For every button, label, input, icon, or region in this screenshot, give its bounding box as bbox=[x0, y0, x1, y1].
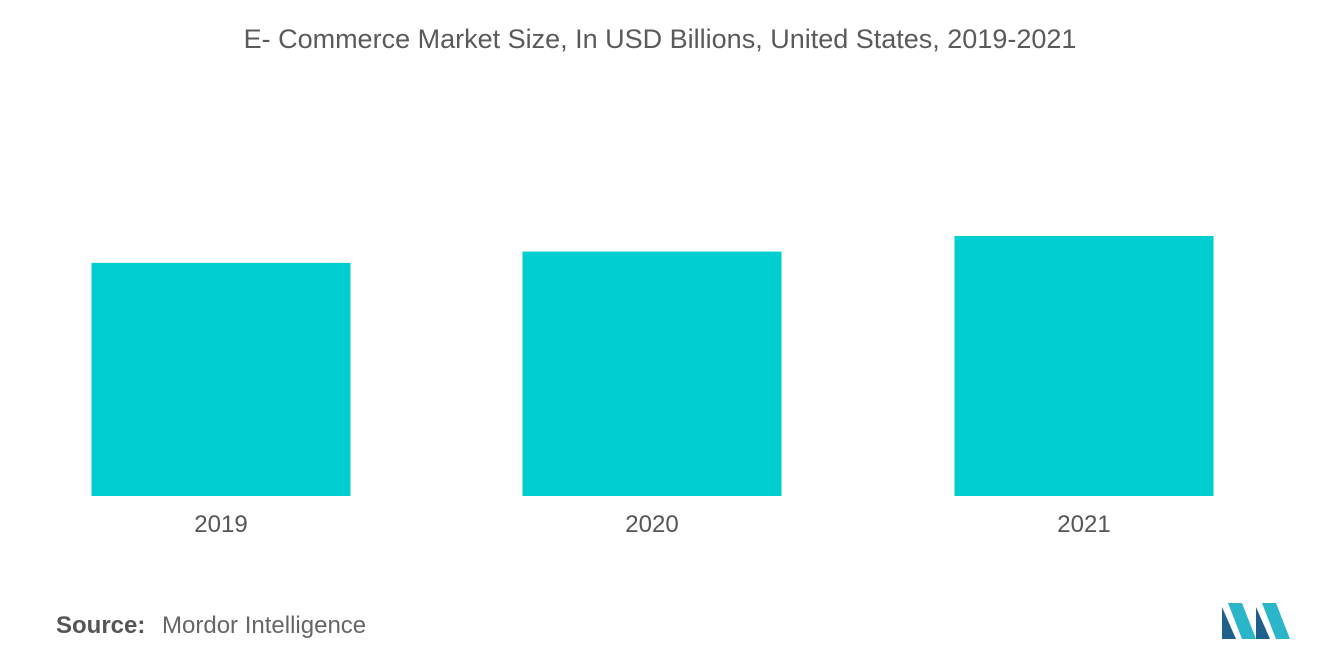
mordor-intelligence-logo-icon bbox=[1222, 603, 1290, 639]
x-tick-label-2021: 2021 bbox=[1057, 511, 1110, 538]
bar-2019 bbox=[91, 262, 351, 496]
x-tick-label-2019: 2019 bbox=[194, 511, 247, 538]
bar-2021 bbox=[954, 236, 1214, 496]
source-value: Mordor Intelligence bbox=[162, 612, 367, 639]
source-note: Source: Mordor Intelligence bbox=[56, 612, 366, 640]
x-tick-label-2020: 2020 bbox=[625, 511, 678, 538]
bar-2020 bbox=[522, 251, 782, 496]
chart-title: E- Commerce Market Size, In USD Billions… bbox=[243, 24, 1077, 54]
source-label: Source: bbox=[56, 612, 146, 639]
